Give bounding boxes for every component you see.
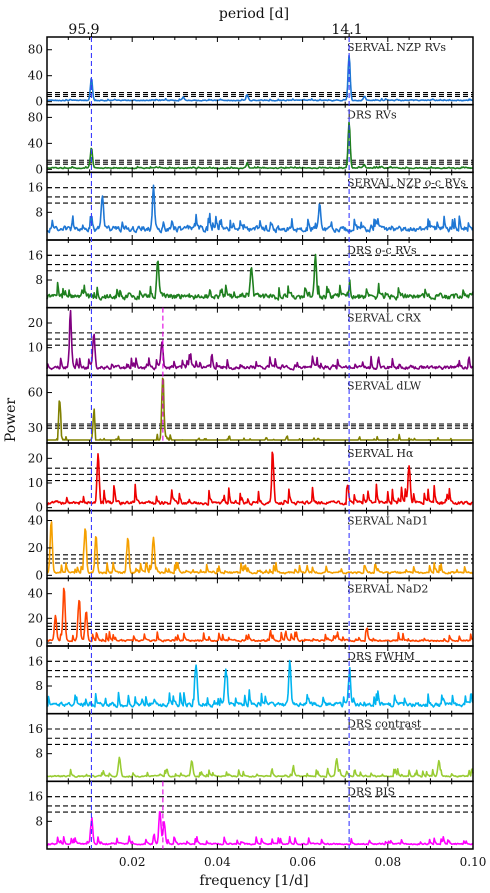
top-axis-label: period [d] bbox=[219, 6, 289, 22]
x-tick-label: 0.08 bbox=[374, 855, 401, 869]
y-tick-label: 80 bbox=[28, 43, 43, 57]
y-tick-label: 20 bbox=[28, 611, 43, 625]
y-tick-label: 16 bbox=[28, 181, 43, 195]
panel-2: 0 40 80 DRS RVs bbox=[28, 103, 474, 176]
y-tick-label: 20 bbox=[28, 451, 43, 465]
y-tick-label: 16 bbox=[28, 654, 43, 668]
panel-5: 10 20 SERVAL CRX bbox=[28, 306, 474, 377]
y-tick-label: 0 bbox=[35, 636, 43, 650]
y-tick-label: 8 bbox=[35, 747, 43, 761]
x-tick-label: 0.10 bbox=[460, 855, 487, 869]
y-tick-label: 0 bbox=[35, 501, 43, 515]
x-tick-label: 0.02 bbox=[119, 855, 146, 869]
y-tick-label: 20 bbox=[28, 541, 43, 555]
series-line bbox=[46, 54, 474, 102]
panel-label: SERVAL NZP o-c RVs bbox=[347, 176, 466, 189]
panel-label: DRS RVs bbox=[347, 109, 397, 122]
series-line bbox=[46, 756, 474, 778]
series-line bbox=[46, 587, 474, 643]
series-line bbox=[46, 521, 474, 575]
panel-12: 8 16 DRS BIS bbox=[28, 780, 474, 850]
panel-1: 0 40 80 SERVAL NZP RVs bbox=[28, 36, 474, 109]
y-tick-label: 16 bbox=[28, 790, 43, 804]
series-line bbox=[46, 253, 474, 301]
y-tick-label: 16 bbox=[28, 248, 43, 262]
y-tick-label: 20 bbox=[28, 316, 43, 330]
y-tick-label: 40 bbox=[28, 136, 43, 150]
y-tick-label: 80 bbox=[28, 110, 43, 124]
y-tick-label: 8 bbox=[35, 205, 43, 219]
y-tick-label: 10 bbox=[28, 341, 43, 355]
series-line bbox=[46, 184, 474, 234]
y-tick-label: 10 bbox=[28, 476, 43, 490]
y-tick-label: 0 bbox=[35, 95, 43, 109]
top-tick-label-95.9: 95.9 bbox=[68, 22, 99, 38]
y-tick-label: 8 bbox=[35, 679, 43, 693]
panel-label: SERVAL NZP RVs bbox=[347, 41, 446, 54]
y-tick-label: 30 bbox=[28, 421, 43, 435]
y-tick-label: 40 bbox=[28, 69, 43, 83]
panel-6: 30 60 SERVAL dLW bbox=[28, 374, 474, 444]
panel-7: 0 10 20 SERVAL Hα bbox=[28, 442, 474, 515]
panel-label: SERVAL NaD2 bbox=[347, 582, 428, 595]
panel-label: DRS FWHM bbox=[347, 650, 415, 663]
series-line bbox=[46, 121, 474, 170]
x-axis-label: frequency [1/d] bbox=[199, 873, 308, 889]
top-tick-label-14.1: 14.1 bbox=[331, 22, 362, 38]
x-tick-label: 0.04 bbox=[204, 855, 231, 869]
y-axis-label: Power bbox=[3, 398, 19, 443]
panel-8: 0 20 40 SERVAL NaD1 bbox=[28, 509, 474, 582]
series-line bbox=[46, 659, 474, 709]
panel-label: SERVAL dLW bbox=[347, 379, 422, 392]
panel-label: SERVAL CRX bbox=[347, 312, 421, 325]
series-line bbox=[46, 309, 474, 371]
series-line bbox=[46, 810, 474, 847]
y-tick-label: 40 bbox=[28, 587, 43, 601]
y-tick-label: 0 bbox=[35, 162, 43, 176]
y-tick-label: 16 bbox=[28, 722, 43, 736]
panel-label: SERVAL Hα bbox=[347, 447, 414, 460]
y-tick-label: 40 bbox=[28, 514, 43, 528]
y-tick-label: 8 bbox=[35, 814, 43, 828]
series-line bbox=[46, 451, 474, 506]
panel-label: SERVAL NaD1 bbox=[347, 515, 428, 528]
panel-9: 0 20 40 SERVAL NaD2 bbox=[28, 577, 474, 650]
panel-label: DRS o-c RVs bbox=[347, 244, 417, 257]
x-tick-label: 0.06 bbox=[289, 855, 316, 869]
y-tick-label: 8 bbox=[35, 273, 43, 287]
y-tick-label: 60 bbox=[28, 386, 43, 400]
y-tick-label: 0 bbox=[35, 568, 43, 582]
panel-label: DRS BIS bbox=[347, 785, 395, 798]
panel-label: DRS contrast bbox=[347, 718, 422, 731]
